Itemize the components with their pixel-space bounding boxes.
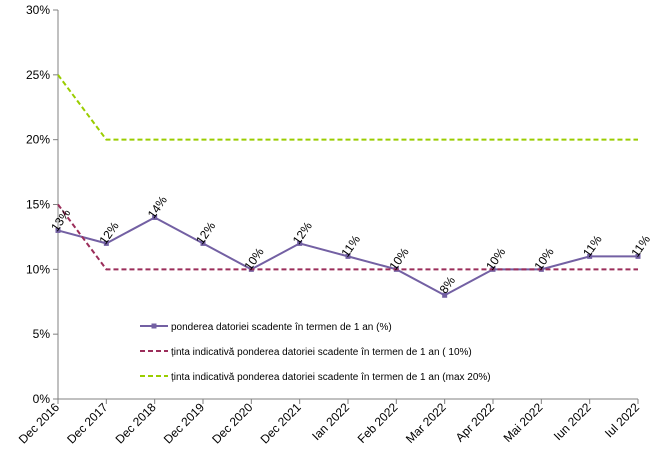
x-tick-label: Dec 2019 <box>161 400 207 446</box>
legend-label-2: ținta indicativă ponderea datoriei scade… <box>171 347 472 358</box>
x-tick-label: Dec 2020 <box>209 400 255 446</box>
data-label: 12% <box>193 219 218 247</box>
x-tick-label: Apr 2022 <box>453 400 498 445</box>
x-tick-label: Feb 2022 <box>355 400 401 446</box>
data-label: 10% <box>531 245 556 273</box>
x-tick-label: Iul 2022 <box>602 400 642 440</box>
y-tick-label: 0% <box>33 392 51 406</box>
y-tick-label: 5% <box>33 327 51 341</box>
series-point <box>55 227 61 233</box>
series-line-3 <box>57 74 638 141</box>
series-point <box>345 253 351 259</box>
y-tick-label: 15% <box>26 198 50 212</box>
series-line-2 <box>57 203 638 271</box>
chart-legend: ponderea datoriei scadente în termen de … <box>140 322 491 383</box>
legend-label-3: ținta indicativă ponderea datoriei scade… <box>171 372 491 383</box>
x-tick-label: Dec 2016 <box>16 400 62 446</box>
data-label: 10% <box>241 245 266 273</box>
chart-series <box>55 74 641 298</box>
x-tick-label: Ian 2022 <box>309 400 352 443</box>
data-label: 14% <box>145 193 170 221</box>
y-tick-label: 25% <box>26 68 50 82</box>
series-point <box>200 240 206 246</box>
data-label: 12% <box>96 219 121 247</box>
series-point <box>587 253 593 259</box>
series-point <box>635 253 641 259</box>
chart-data-labels: 13% 12%14%12%10%12% 11% 10%8%10% 10% 11% 11% <box>48 193 653 296</box>
legend-marker <box>151 323 157 329</box>
x-tick-label: Mar 2022 <box>403 400 449 446</box>
data-label: 12% <box>290 219 315 247</box>
series-point <box>103 240 109 246</box>
y-tick-label: 20% <box>26 133 50 147</box>
data-label: 10% <box>386 245 411 273</box>
x-tick-label: Dec 2017 <box>64 400 110 446</box>
x-tick-label: Dec 2018 <box>113 400 159 446</box>
x-tick-label: Dec 2021 <box>258 400 304 446</box>
x-tick-label: Iun 2022 <box>551 400 594 443</box>
series-point <box>152 214 158 220</box>
series-point <box>442 292 448 298</box>
series-point <box>297 240 303 246</box>
y-tick-label: 30% <box>26 3 50 17</box>
legend-label-1: ponderea datoriei scadente în termen de … <box>171 322 392 333</box>
x-tick-label: Mai 2022 <box>501 400 546 445</box>
y-tick-label: 10% <box>26 262 50 276</box>
